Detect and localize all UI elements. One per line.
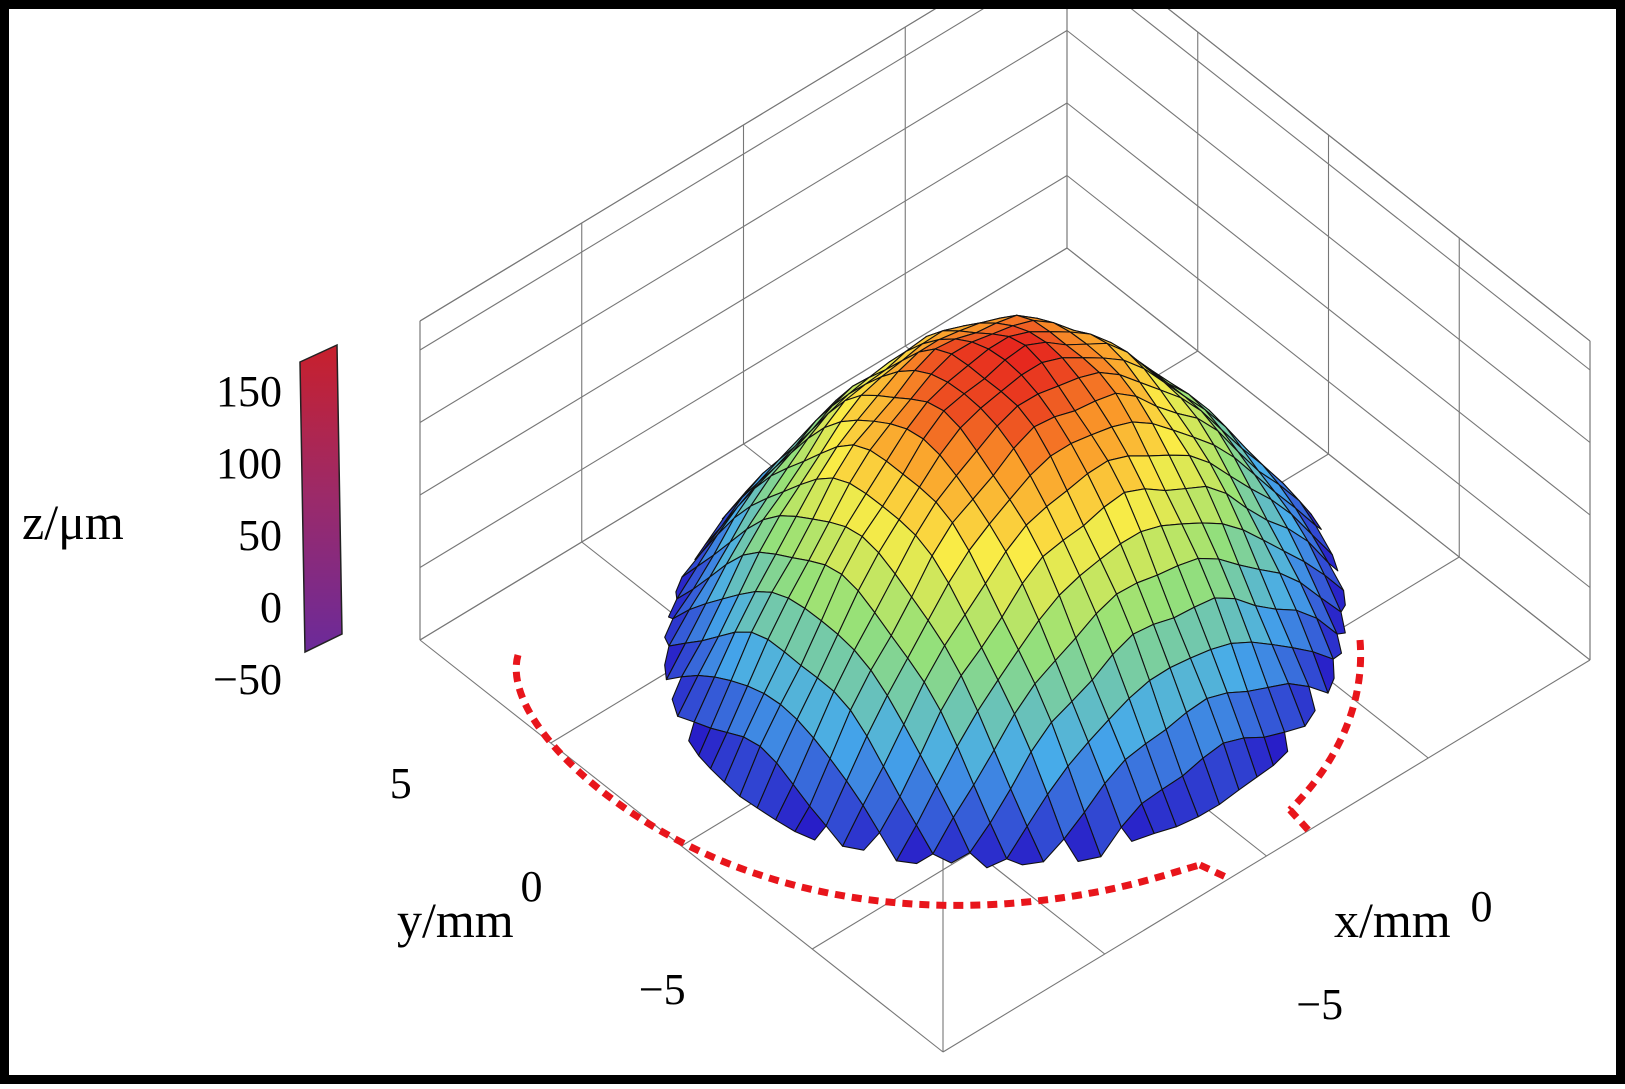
rotation-arrow-left-arc [512,654,1201,909]
x-axis-ticks: −505 [1296,882,1493,1029]
z-tick-label: 50 [238,511,282,560]
z-tick-label: 0 [260,583,282,632]
x-tick-label: 0 [1471,882,1493,931]
surface-cell [895,824,934,865]
z-tick-label: −50 [213,655,282,704]
z-axis-label: z/μm [22,494,124,550]
rotation-arrow-head-right [1287,807,1313,835]
surface-cell [969,822,1008,869]
z-tick-label: 100 [216,439,282,488]
rotation-arrow [512,639,1365,909]
surface-cell [1063,811,1102,862]
box-edge [1156,0,1591,342]
z-axis-ticks: 150 100 50 0 −50 [213,367,282,704]
y-axis-label: y/mm [397,892,514,948]
y-tick-label: −5 [639,965,686,1014]
x-axis-label: x/mm [1334,892,1451,948]
colorbar-strip [299,343,343,654]
surface-cell [1120,803,1155,842]
surface-cell [842,804,881,851]
box-edge [419,0,951,322]
colorbar [299,343,343,654]
grid-line [1066,247,1591,661]
surface-cell [794,805,827,841]
y-tick-label: 5 [390,759,412,808]
surface-cell [1006,825,1045,866]
x-tick-label: −5 [1296,980,1343,1029]
rotation-arrow-head-left [1198,861,1230,882]
rotation-arrow-right-arc [1287,639,1365,813]
grid-line [419,247,1068,641]
y-tick-label: 0 [521,862,543,911]
z-tick-label: 150 [216,367,282,416]
y-axis-ticks: −5 0 5 [390,759,686,1014]
surface-cell [932,816,971,864]
axes-box-grid [419,0,1591,1053]
surface-mesh [664,314,1346,869]
